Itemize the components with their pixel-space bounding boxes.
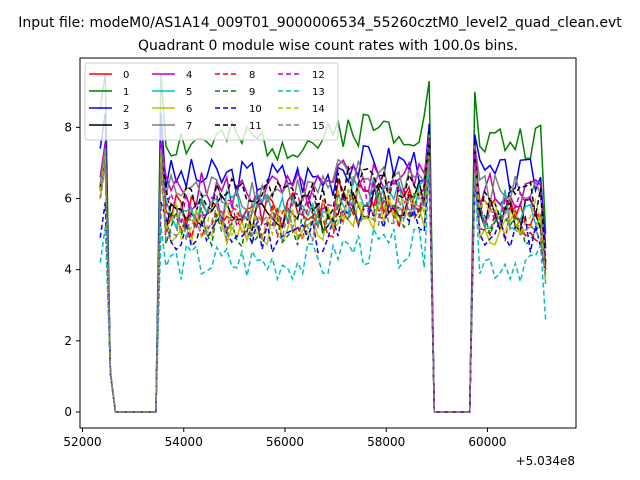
legend-label-7: 7 (186, 121, 192, 132)
legend-label-1: 1 (123, 87, 129, 98)
series-line-11 (99, 137, 547, 413)
y-axis: 0 2 4 6 8 (64, 120, 80, 419)
legend-label-12: 12 (312, 70, 325, 81)
y-tick-label: 4 (64, 263, 72, 277)
legend-label-9: 9 (249, 87, 255, 98)
chart-title: Quadrant 0 module wise count rates with … (138, 38, 518, 54)
series-line-9 (99, 148, 547, 413)
legend-label-3: 3 (123, 121, 129, 132)
legend-label-10: 10 (249, 104, 262, 115)
legend-label-8: 8 (249, 70, 255, 81)
legend-label-11: 11 (249, 121, 262, 132)
legend-label-6: 6 (186, 104, 192, 115)
legend-label-2: 2 (123, 104, 129, 115)
legend-label-0: 0 (123, 70, 129, 81)
x-tick-label: 56000 (266, 435, 304, 449)
figure-suptitle: Input file: modeM0/AS1A14_009T01_9000006… (18, 15, 622, 31)
y-tick-label: 8 (64, 120, 72, 134)
legend-label-14: 14 (312, 104, 325, 115)
legend-box (84, 62, 339, 141)
legend-label-4: 4 (186, 70, 192, 81)
legend-label-5: 5 (186, 87, 192, 98)
legend-label-13: 13 (312, 87, 325, 98)
x-tick-label: 60000 (468, 435, 506, 449)
series-line-14 (99, 155, 547, 413)
series-layer (99, 73, 547, 413)
series-line-15 (99, 155, 547, 413)
x-axis: 52000 54000 56000 58000 60000 (63, 428, 507, 449)
series-line-12 (99, 137, 547, 413)
y-tick-label: 0 (64, 405, 72, 419)
x-tick-label: 54000 (165, 435, 203, 449)
x-offset-label: +5.034e8 (516, 454, 575, 468)
y-tick-label: 6 (64, 192, 72, 206)
y-tick-label: 2 (64, 334, 72, 348)
series-line-10 (99, 166, 547, 413)
x-tick-label: 52000 (63, 435, 101, 449)
x-tick-label: 58000 (367, 435, 405, 449)
plot-frame (79, 57, 577, 429)
legend-label-15: 15 (312, 121, 325, 132)
